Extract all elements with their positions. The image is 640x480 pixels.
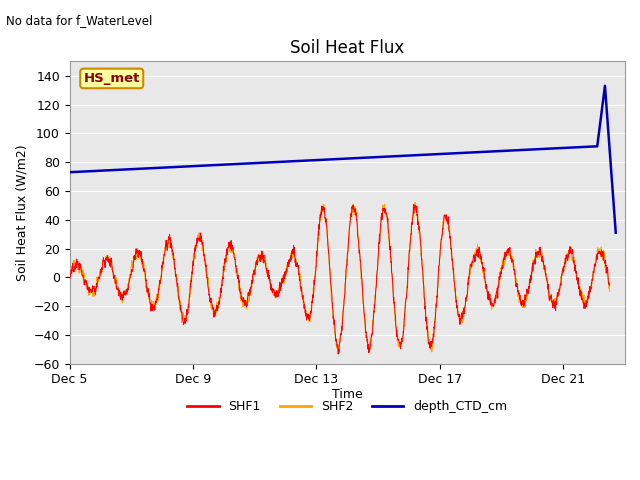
SHF1 — [590, 265, 598, 271]
SHF1 — [334, 351, 342, 357]
depth_CTD_cm — [66, 169, 74, 175]
SHF1 — [410, 202, 417, 207]
SHF2 — [365, 350, 373, 356]
SHF1 — [314, 239, 322, 245]
depth_CTD_cm — [609, 197, 617, 203]
depth_CTD_cm — [612, 230, 620, 236]
SHF2 — [412, 200, 419, 205]
depth_CTD_cm — [379, 154, 387, 160]
SHF2 — [492, 294, 499, 300]
Text: No data for f_WaterLevel: No data for f_WaterLevel — [6, 14, 153, 27]
Text: HS_met: HS_met — [84, 72, 140, 85]
depth_CTD_cm — [458, 150, 466, 156]
X-axis label: Time: Time — [332, 388, 363, 401]
SHF2 — [66, 273, 74, 279]
SHF2 — [605, 288, 613, 294]
depth_CTD_cm — [423, 152, 431, 157]
SHF1 — [492, 295, 499, 301]
Title: Soil Heat Flux: Soil Heat Flux — [290, 39, 404, 57]
SHF1 — [66, 276, 74, 281]
SHF1 — [591, 261, 598, 267]
SHF2 — [93, 278, 101, 284]
depth_CTD_cm — [601, 83, 609, 89]
SHF2 — [591, 266, 598, 272]
depth_CTD_cm — [383, 154, 391, 159]
SHF2 — [328, 304, 336, 310]
SHF2 — [590, 265, 598, 271]
SHF1 — [328, 300, 336, 305]
depth_CTD_cm — [595, 132, 602, 138]
Line: SHF1: SHF1 — [70, 204, 609, 354]
Line: SHF2: SHF2 — [70, 203, 609, 353]
Y-axis label: Soil Heat Flux (W/m2): Soil Heat Flux (W/m2) — [15, 144, 28, 281]
SHF1 — [93, 283, 101, 289]
Legend: SHF1, SHF2, depth_CTD_cm: SHF1, SHF2, depth_CTD_cm — [182, 395, 513, 418]
SHF2 — [314, 235, 322, 241]
SHF1 — [605, 283, 613, 288]
Line: depth_CTD_cm: depth_CTD_cm — [70, 86, 616, 233]
